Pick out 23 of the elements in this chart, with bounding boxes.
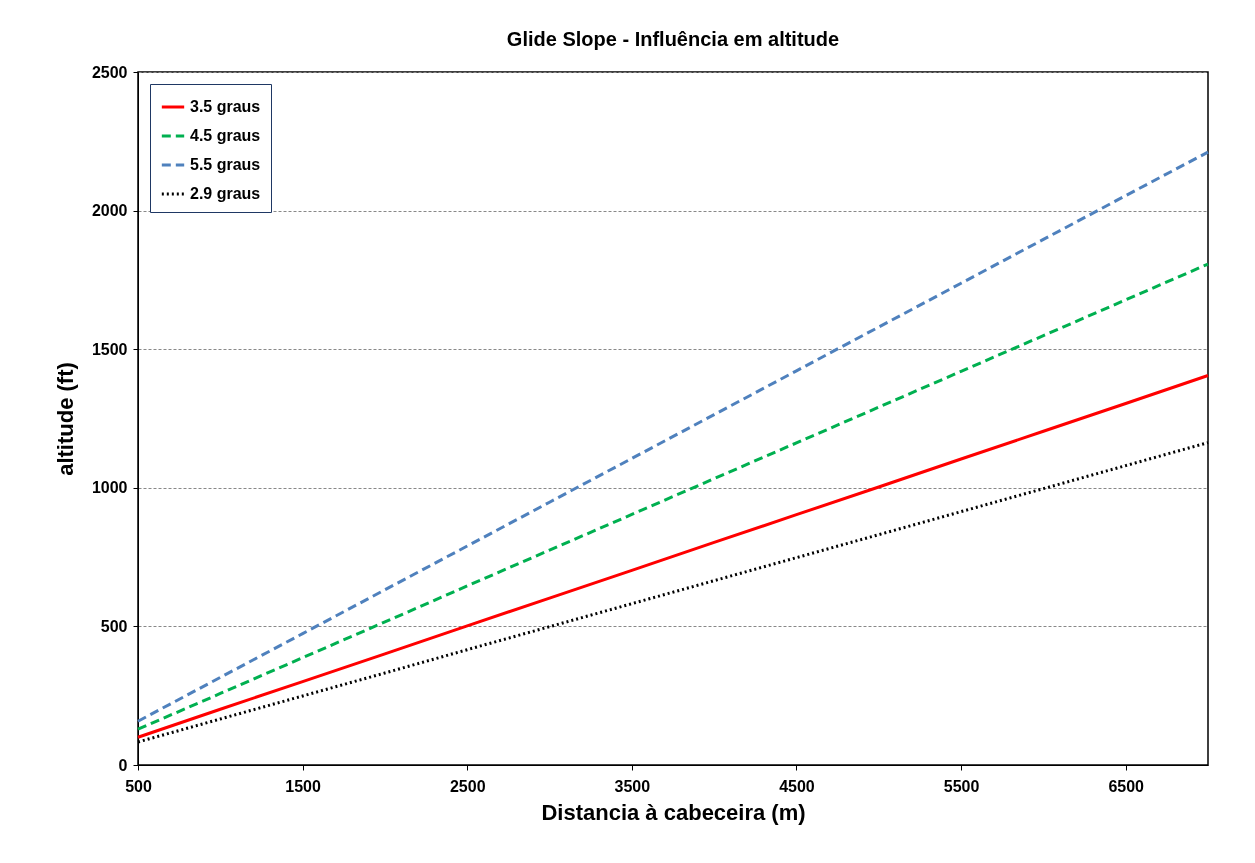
line-series — [136, 374, 1210, 739]
x-tick-label: 5500 — [943, 777, 980, 795]
legend-label: 4.5 graus — [190, 127, 261, 144]
legend-label: 3.5 graus — [190, 98, 261, 115]
x-axis-title: Distancia à cabeceira (m) — [541, 799, 806, 825]
x-tick-label: 3500 — [614, 777, 651, 795]
x-tick-label: 1500 — [285, 777, 322, 795]
y-tick-label: 2500 — [91, 63, 128, 81]
line-series — [136, 262, 1210, 731]
x-tick-label: 4500 — [779, 777, 815, 795]
y-axis-title: altitude (ft) — [52, 362, 78, 476]
y-tick-label: 1000 — [91, 479, 128, 497]
y-tick-label: 1500 — [91, 340, 128, 358]
x-tick-label: 6500 — [1108, 777, 1145, 795]
y-tick-label: 0 — [118, 756, 128, 774]
y-tick-label: 2000 — [91, 202, 128, 220]
line-series — [136, 150, 1210, 723]
x-tick-label: 500 — [125, 777, 152, 795]
legend-label: 5.5 graus — [190, 156, 261, 173]
x-tick-label: 2500 — [449, 777, 486, 795]
y-tick-label: 500 — [100, 617, 128, 635]
legend-label: 2.9 graus — [190, 185, 261, 202]
chart-title: Glide Slope - Influência em altitude — [506, 28, 840, 50]
